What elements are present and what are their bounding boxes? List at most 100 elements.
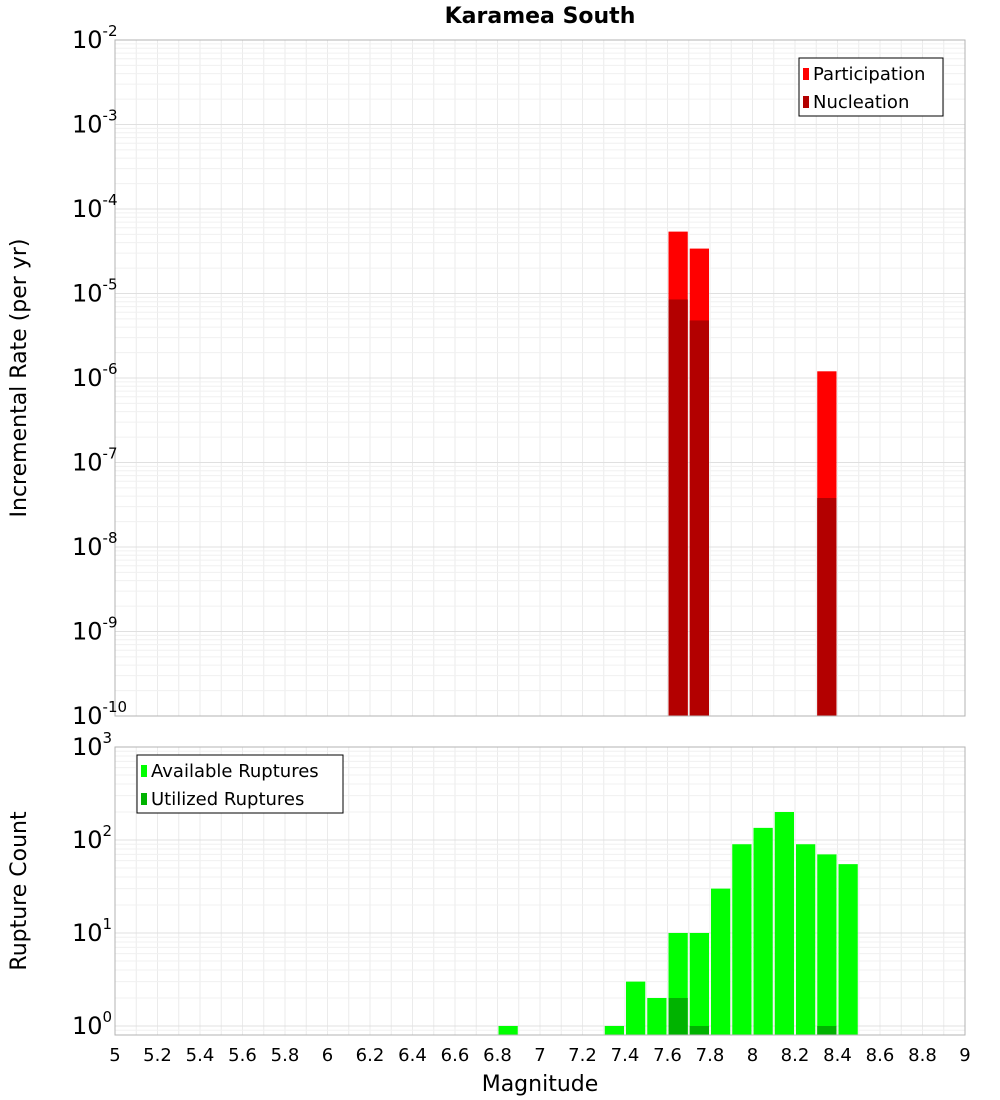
y-tick-exponent: -8 <box>103 529 118 547</box>
y-axis-title: Rupture Count <box>7 811 32 971</box>
legend-box <box>798 57 944 117</box>
x-tick-label: 8.4 <box>823 1045 852 1066</box>
bar <box>774 812 794 1035</box>
y-tick-base: 10 <box>72 195 103 223</box>
bar <box>604 1025 624 1035</box>
x-tick-labels: 5 5.2 5.4 5.6 5.8 6 6.2 6.4 6.6 6.8 7 7.2 7.4 7.6 7.8 8… <box>109 1045 970 1066</box>
x-tick-label: 5 <box>109 1045 120 1066</box>
y-tick-base: 10 <box>72 919 103 947</box>
legend-box <box>136 754 344 814</box>
x-tick-label: 7.2 <box>568 1045 597 1066</box>
y-tick-base: 10 <box>72 449 103 477</box>
bar <box>817 1025 837 1035</box>
y-tick-exponent: -9 <box>103 614 118 632</box>
bar <box>668 299 688 716</box>
bar <box>647 997 667 1035</box>
legend: Participation Nucleation <box>798 57 944 117</box>
bar <box>626 981 646 1035</box>
x-tick-label: 8 <box>747 1045 758 1066</box>
bar <box>498 1025 518 1035</box>
legend-swatch <box>141 765 147 777</box>
legend-label: Available Ruptures <box>151 761 319 782</box>
x-tick-label: 5.2 <box>143 1045 172 1066</box>
x-tick-label: 8.2 <box>781 1045 810 1066</box>
y-tick-exponent: 3 <box>103 729 113 747</box>
x-tick-label: 7.4 <box>611 1045 640 1066</box>
x-tick-label: 5.4 <box>186 1045 215 1066</box>
y-tick-base: 10 <box>72 280 103 308</box>
y-tick-base: 10 <box>72 702 103 730</box>
y-tick-label: 10-6 <box>72 360 118 392</box>
bar <box>753 827 773 1035</box>
x-tick-label: 6.4 <box>398 1045 427 1066</box>
bar <box>732 844 752 1035</box>
y-tick-label: 102 <box>72 822 112 854</box>
y-tick-exponent: -7 <box>103 445 118 463</box>
legend-swatch <box>803 96 809 108</box>
series-1 <box>668 997 837 1035</box>
legend: Available Ruptures Utilized Ruptures <box>136 754 344 814</box>
y-tick-base: 10 <box>72 533 103 561</box>
x-tick-label: 6.6 <box>441 1045 470 1066</box>
y-tick-exponent: 0 <box>103 1008 113 1026</box>
bar <box>838 864 858 1035</box>
y-tick-label: 10-3 <box>72 107 118 139</box>
y-tick-label: 10-4 <box>72 191 118 223</box>
plot-frame <box>114 746 966 1036</box>
x-tick-label: 5.8 <box>271 1045 300 1066</box>
y-tick-base: 10 <box>72 826 103 854</box>
y-tick-exponent: -3 <box>103 107 118 125</box>
y-tick-exponent: -4 <box>103 191 118 209</box>
x-tick-label: 9 <box>959 1045 970 1066</box>
bar <box>668 997 688 1035</box>
x-tick-label: 8.8 <box>908 1045 937 1066</box>
x-tick-label: 7 <box>534 1045 545 1066</box>
y-tick-base: 10 <box>72 111 103 139</box>
y-tick-base: 10 <box>72 26 103 54</box>
x-tick-label: 8.6 <box>866 1045 895 1066</box>
legend-label: Utilized Ruptures <box>151 789 304 810</box>
chart-title: Karamea South <box>445 4 636 29</box>
bar <box>796 844 816 1035</box>
y-tick-label: 101 <box>72 915 112 947</box>
y-tick-exponent: -5 <box>103 276 118 294</box>
y-tick-base: 10 <box>72 733 103 761</box>
bar <box>711 888 731 1035</box>
y-tick-label: 10-10 <box>72 698 127 730</box>
y-tick-label: 10-7 <box>72 445 118 477</box>
bar <box>817 498 837 716</box>
grid-lines <box>114 39 966 717</box>
y-tick-base: 10 <box>72 364 103 392</box>
plot-frame <box>114 39 966 717</box>
y-tick-exponent: -2 <box>103 22 118 40</box>
y-tick-exponent: -10 <box>103 698 128 716</box>
x-tick-label: 6.2 <box>356 1045 385 1066</box>
y-tick-base: 10 <box>72 1012 103 1040</box>
y-tick-label: 10-9 <box>72 614 118 646</box>
y-axis-title: Incremental Rate (per yr) <box>7 239 32 518</box>
bar <box>817 854 837 1035</box>
bar <box>689 320 709 716</box>
x-axis-title: Magnitude <box>482 1072 599 1097</box>
x-tick-label: 7.6 <box>653 1045 682 1066</box>
y-tick-exponent: 1 <box>103 915 113 933</box>
y-tick-exponent: 2 <box>103 822 113 840</box>
y-tick-label: 103 <box>72 729 112 761</box>
bar <box>689 1025 709 1035</box>
x-tick-label: 6 <box>322 1045 333 1066</box>
y-tick-base: 10 <box>72 618 103 646</box>
x-tick-label: 6.8 <box>483 1045 512 1066</box>
y-tick-label: 10-5 <box>72 276 118 308</box>
legend-swatch <box>803 68 809 80</box>
legend-label: Participation <box>813 64 925 85</box>
series-1 <box>668 299 837 716</box>
legend-label: Nucleation <box>813 92 909 113</box>
chart-panel-0: 10-1010-910-810-710-610-510-410-310-2Kar… <box>7 4 966 730</box>
y-tick-label: 10-8 <box>72 529 118 561</box>
y-tick-exponent: -6 <box>103 360 118 378</box>
legend-swatch <box>141 793 147 805</box>
